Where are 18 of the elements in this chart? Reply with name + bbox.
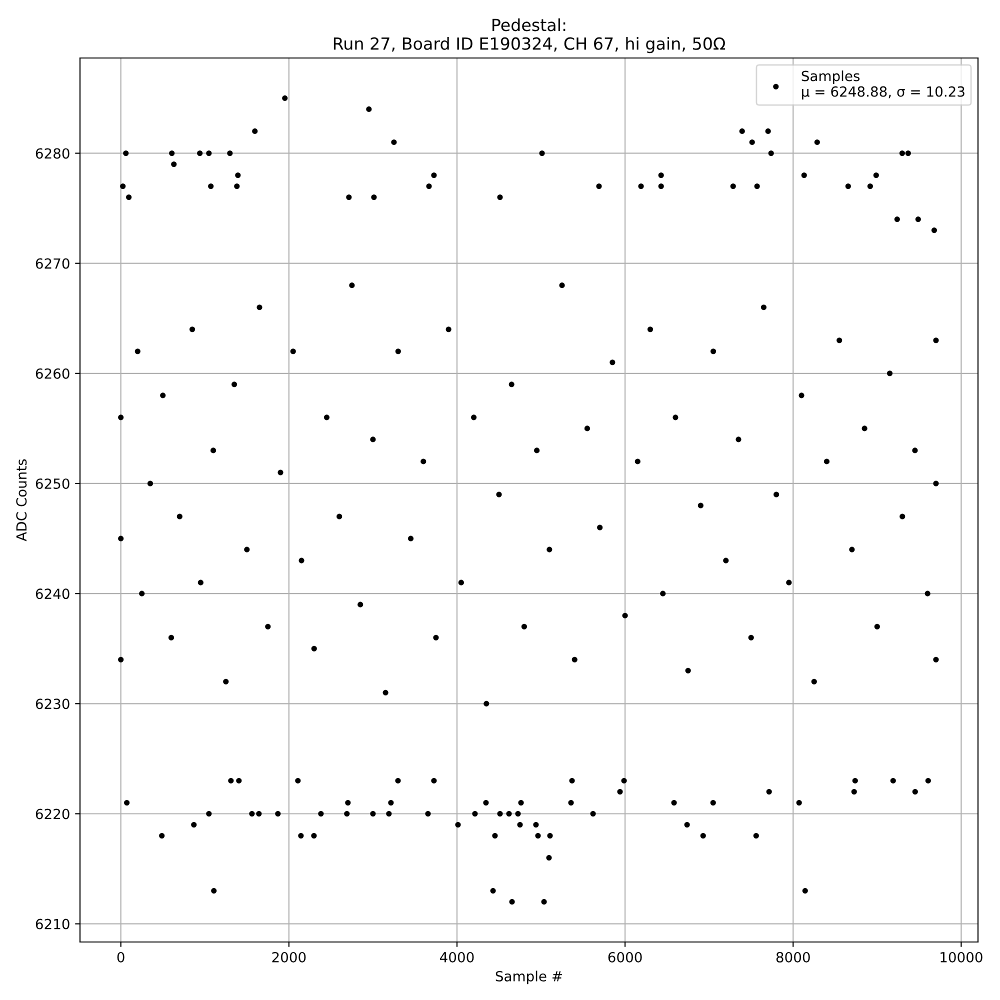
y-tick-label: 6220 xyxy=(36,808,70,820)
y-tick-label: 6250 xyxy=(36,478,70,489)
chart-title: Pedestal: Run 27, Board ID E190324, CH 67, hi gain, 50Ω xyxy=(334,18,726,54)
x-tick-label: 6000 xyxy=(608,952,642,962)
x-axis-title: Sample # xyxy=(496,970,562,984)
y-tick-label: 6210 xyxy=(36,918,70,930)
x-tick-label: 2000 xyxy=(272,952,306,962)
y-axis-title: ADC Counts xyxy=(16,459,27,542)
x-tick-label: 10000 xyxy=(940,952,982,962)
y-tick-label: 6230 xyxy=(36,698,70,710)
y-tick-label: 6270 xyxy=(36,258,70,269)
legend-label: Samples μ = 6248.88, σ = 10.23 xyxy=(802,70,964,100)
x-tick-label: 4000 xyxy=(440,952,474,962)
y-tick-label: 6240 xyxy=(36,588,70,600)
y-tick-label: 6280 xyxy=(36,148,70,159)
x-tick-label: 0 xyxy=(117,952,124,962)
x-tick-label: 8000 xyxy=(776,952,810,962)
y-tick-label: 6260 xyxy=(36,368,70,379)
